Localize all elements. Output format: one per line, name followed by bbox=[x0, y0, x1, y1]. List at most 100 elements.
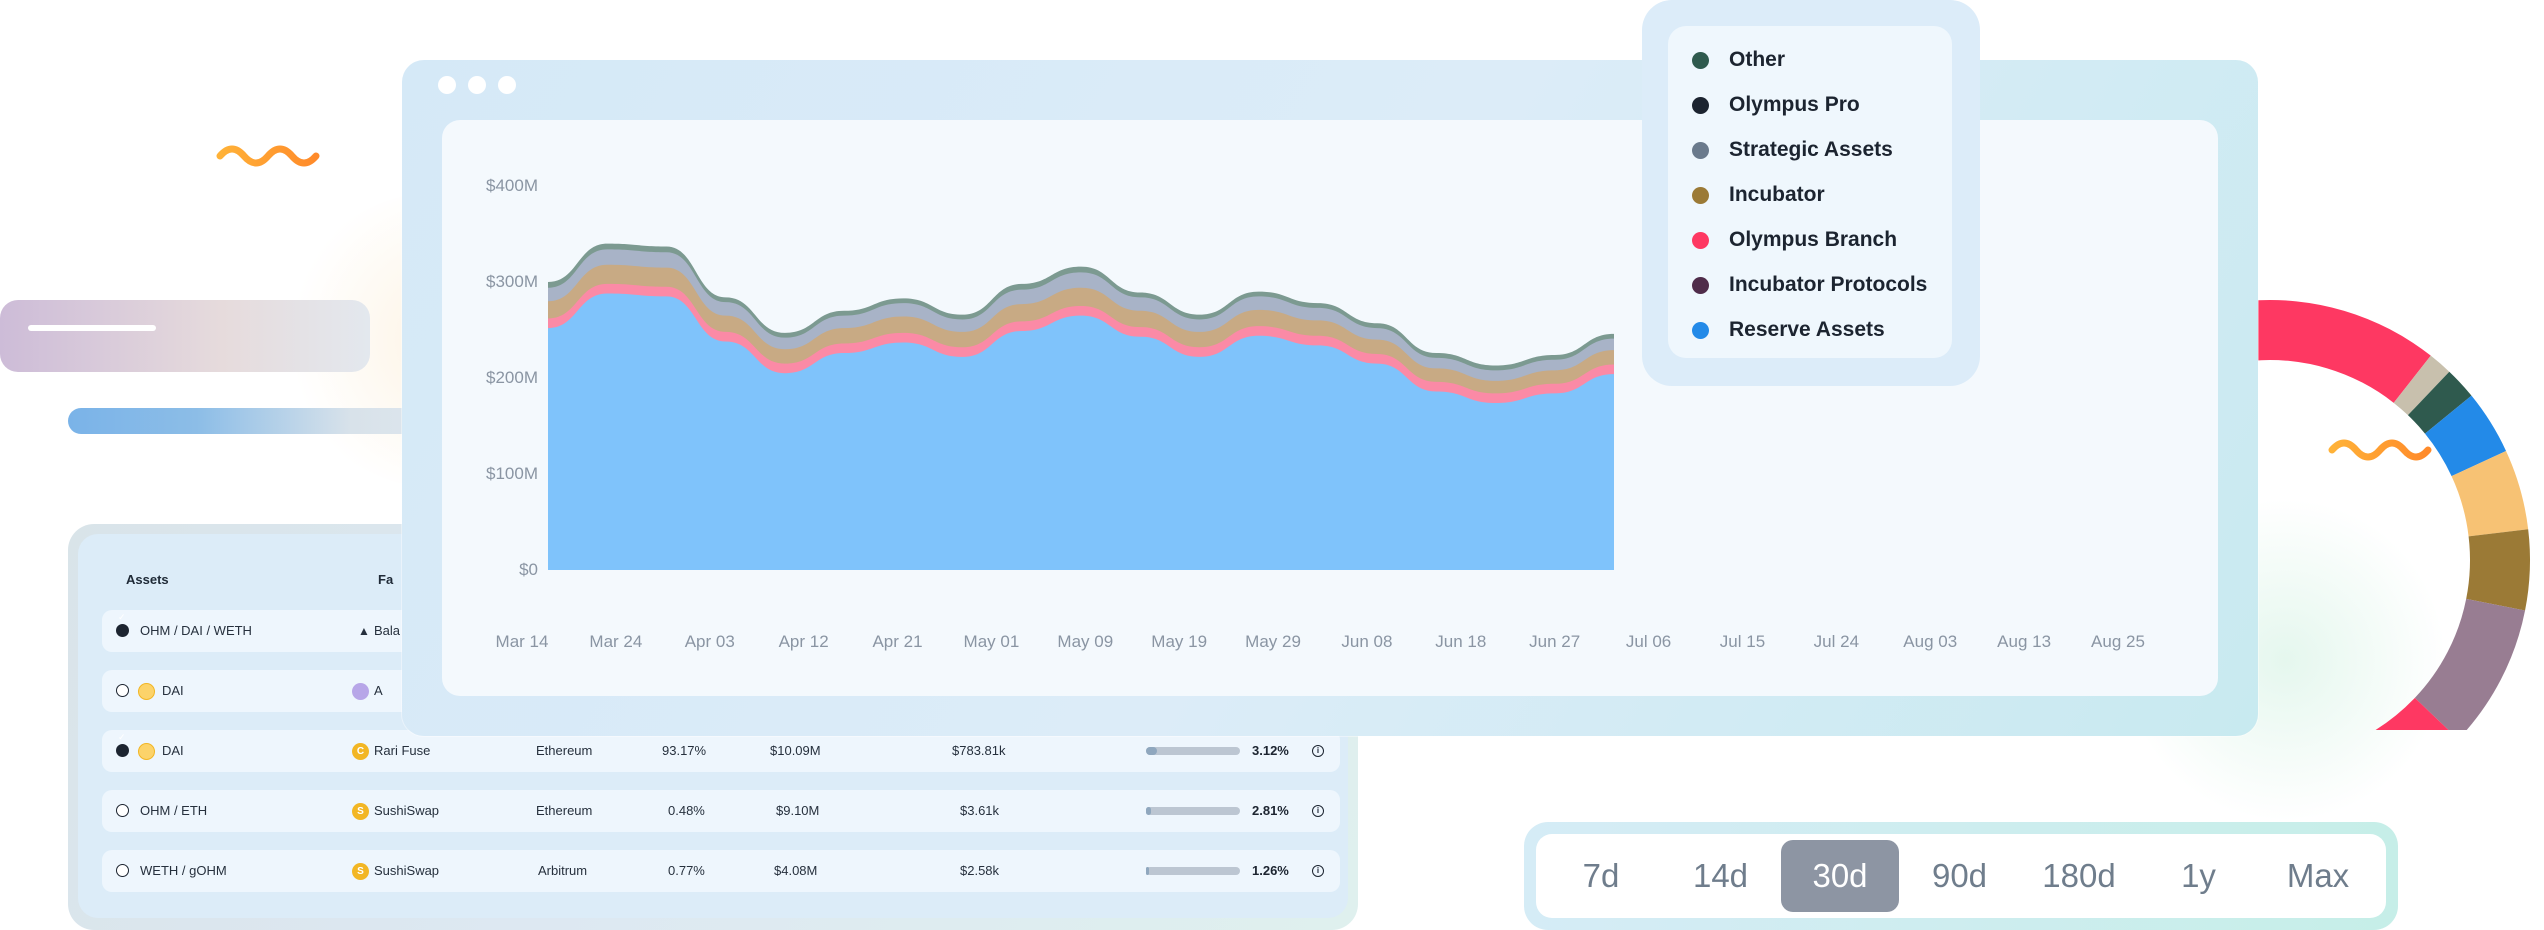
legend-color-dot bbox=[1692, 187, 1709, 204]
tvl-value: $4.08M bbox=[774, 863, 818, 878]
x-tick-label: Aug 25 bbox=[2091, 632, 2145, 651]
squiggle-decoration bbox=[2328, 439, 2432, 461]
rari-fuse-icon: C bbox=[352, 743, 369, 760]
tvl-value: $9.10M bbox=[776, 803, 820, 818]
range-option-30d[interactable]: 30d bbox=[1781, 840, 1899, 912]
apy-progress-bar bbox=[1146, 867, 1240, 875]
legend-label: Other bbox=[1729, 48, 1786, 71]
x-tick-label: May 01 bbox=[963, 632, 1020, 651]
info-icon[interactable]: i bbox=[1312, 865, 1324, 877]
range-option-7d[interactable]: 7d bbox=[1582, 857, 1620, 894]
row-radio[interactable] bbox=[116, 864, 129, 877]
x-tick-label: Mar 24 bbox=[589, 632, 643, 651]
range-option-180d[interactable]: 180d bbox=[2042, 857, 2116, 894]
legend-label: Reserve Assets bbox=[1729, 318, 1885, 341]
apy-value: 2.81% bbox=[1252, 803, 1289, 818]
y-tick-label: $100M bbox=[486, 464, 538, 483]
tvl-share: 0.48% bbox=[668, 803, 705, 818]
rewards-value: $3.61k bbox=[960, 803, 1000, 818]
time-range-selector: 7d 14d 30d 90d 180d 1y Max bbox=[1536, 834, 2386, 918]
donut-slice bbox=[2393, 355, 2450, 416]
decorative-card bbox=[0, 300, 370, 372]
facility-name: A bbox=[374, 683, 383, 698]
apy-progress-bar bbox=[1146, 747, 1240, 755]
column-header-facility: Fa bbox=[378, 572, 394, 587]
chain-name: Ethereum bbox=[536, 743, 593, 758]
decorative-line bbox=[28, 325, 156, 331]
facility-name: SushiSwap bbox=[374, 863, 440, 878]
apy-value: 1.26% bbox=[1252, 863, 1289, 878]
dai-icon bbox=[138, 743, 155, 760]
range-option-max[interactable]: Max bbox=[2286, 857, 2350, 894]
x-tick-label: Jun 18 bbox=[1435, 632, 1487, 651]
row-radio[interactable] bbox=[116, 732, 129, 757]
table-row[interactable]: DAI C Rari Fuse Ethereum 93.17% $10.09M … bbox=[102, 730, 1340, 772]
donut-slice bbox=[2407, 371, 2472, 434]
y-tick-label: $300M bbox=[486, 272, 538, 291]
legend-color-dot bbox=[1692, 277, 1709, 294]
x-axis: Mar 14 Mar 24 Apr 03 Apr 12 Apr 21 May 01 May … bbox=[442, 120, 2218, 696]
tvl-value: $10.09M bbox=[770, 743, 821, 758]
y-tick-label: $0 bbox=[519, 560, 538, 579]
legend-color-dot bbox=[1692, 322, 1709, 339]
asset-pair: OHM / ETH bbox=[140, 803, 208, 818]
balancer-icon: ▲ bbox=[358, 624, 370, 638]
donut-slice bbox=[2375, 697, 2449, 730]
y-tick-label: $200M bbox=[486, 368, 538, 387]
asset-pair: DAI bbox=[162, 683, 184, 698]
y-axis: $0 $100M $200M $300M $400M bbox=[442, 120, 538, 696]
range-option-90d[interactable]: 90d bbox=[1931, 857, 1988, 894]
asset-pair: OHM / DAI / WETH bbox=[140, 623, 252, 638]
tvl-share: 0.77% bbox=[668, 863, 705, 878]
table-row[interactable]: OHM / ETH S SushiSwap Ethereum 0.48% $9.… bbox=[102, 790, 1340, 832]
donut-slice bbox=[2414, 598, 2526, 730]
rewards-value: $783.81k bbox=[952, 743, 1006, 758]
legend-color-dot bbox=[1692, 52, 1709, 69]
legend-label: Olympus Pro bbox=[1729, 93, 1860, 116]
dai-icon bbox=[138, 683, 155, 700]
range-option-14d[interactable]: 14d bbox=[1692, 857, 1749, 894]
column-header-assets: Assets bbox=[126, 572, 169, 587]
aave-icon bbox=[352, 683, 369, 700]
x-tick-label: Jul 06 bbox=[1625, 632, 1672, 651]
facility-name: Rari Fuse bbox=[374, 743, 431, 758]
tvl-share: 93.17% bbox=[662, 743, 707, 758]
legend-label: Incubator bbox=[1729, 183, 1825, 206]
area-series-reserve-assets bbox=[548, 293, 1614, 570]
x-tick-label: Mar 14 bbox=[495, 632, 549, 651]
window-dot-icon bbox=[498, 76, 516, 94]
x-tick-label: Aug 13 bbox=[1997, 632, 2052, 651]
chart-panel: $0 $100M $200M $300M $400M Mar 14 Mar 24 Apr 0… bbox=[442, 120, 2218, 696]
donut-slice bbox=[2466, 529, 2530, 611]
apy-value: 3.12% bbox=[1252, 743, 1289, 758]
asset-pair: DAI bbox=[162, 743, 184, 758]
stacked-area-chart bbox=[548, 243, 1614, 571]
row-radio[interactable] bbox=[116, 684, 129, 697]
info-icon[interactable]: i bbox=[1312, 745, 1324, 757]
donut-slice bbox=[2424, 395, 2507, 477]
x-tick-label: Apr 21 bbox=[872, 632, 923, 651]
apy-progress-bar bbox=[1146, 807, 1240, 815]
table-row[interactable]: WETH / gOHM S SushiSwap Arbitrum 0.77% $… bbox=[102, 850, 1340, 892]
row-radio[interactable] bbox=[116, 804, 129, 817]
legend-color-dot bbox=[1692, 232, 1709, 249]
chain-name: Ethereum bbox=[536, 803, 593, 818]
asset-pair: WETH / gOHM bbox=[140, 863, 227, 878]
sushiswap-icon: S bbox=[352, 863, 369, 880]
chain-name: Arbitrum bbox=[538, 863, 588, 878]
x-tick-label: Apr 03 bbox=[684, 632, 735, 651]
x-tick-label: Aug 03 bbox=[1903, 632, 1958, 651]
legend-label: Strategic Assets bbox=[1729, 138, 1893, 161]
x-tick-label: Jul 24 bbox=[1813, 632, 1860, 651]
x-tick-label: May 09 bbox=[1057, 632, 1114, 651]
info-icon[interactable]: i bbox=[1312, 805, 1324, 817]
window-dot-icon bbox=[438, 76, 456, 94]
range-option-1y[interactable]: 1y bbox=[2181, 857, 2216, 894]
legend-label: Olympus Branch bbox=[1729, 228, 1898, 251]
donut-slice bbox=[2247, 300, 2431, 403]
x-tick-label: Jun 27 bbox=[1529, 632, 1581, 651]
facility-name: Bala bbox=[374, 623, 401, 638]
legend-color-dot bbox=[1692, 97, 1709, 114]
row-radio[interactable] bbox=[116, 612, 129, 637]
donut-slice bbox=[2451, 450, 2529, 537]
